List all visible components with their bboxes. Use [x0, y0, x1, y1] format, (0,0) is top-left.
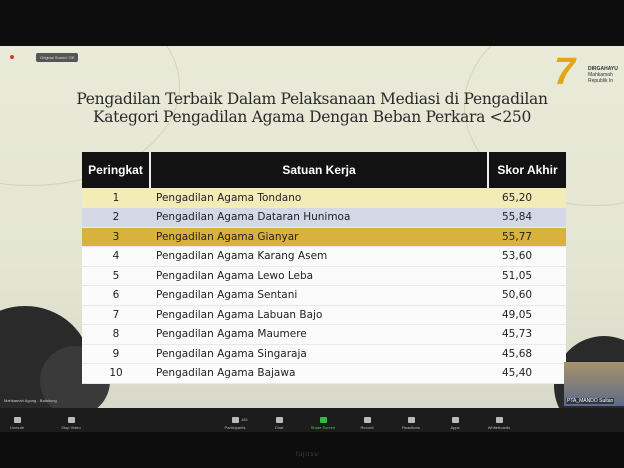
monitor-brand: fujitsu [296, 452, 319, 458]
score-cell: 55,77 [488, 227, 566, 247]
toolbar-label: Unmute [9, 425, 24, 430]
recording-indicator-icon [10, 55, 14, 59]
rank-cell: 7 [82, 305, 150, 325]
slide-title: Pengadilan Terbaik Dalam Pelaksanaan Med… [0, 90, 624, 126]
apps-icon [451, 417, 459, 423]
score-cell: 53,60 [488, 246, 566, 267]
title-line-1: Pengadilan Terbaik Dalam Pelaksanaan Med… [76, 90, 548, 108]
rank-cell: 1 [82, 188, 150, 208]
unit-cell: Pengadilan Agama Sentani [150, 285, 488, 306]
rank-cell: 5 [82, 266, 150, 286]
participants-button[interactable]: Participants 451 [220, 417, 250, 430]
whiteboards-button[interactable]: Whiteboards [484, 417, 514, 430]
table-row: 10 Pengadilan Agama Bajawa 45,40 [82, 363, 566, 384]
unit-cell: Pengadilan Agama Bajawa [150, 363, 488, 384]
rank-cell: 3 [82, 227, 150, 247]
unit-cell: Pengadilan Agama Singaraja [150, 344, 488, 364]
reactions-button[interactable]: Reactions [396, 417, 426, 430]
score-cell: 49,05 [488, 305, 566, 325]
score-cell: 55,84 [488, 207, 566, 228]
table-row: 4 Pengadilan Agama Karang Asem 53,60 [82, 246, 566, 267]
unit-cell: Pengadilan Agama Dataran Hunimoa [150, 207, 488, 228]
chat-button[interactable]: Chat [264, 417, 294, 430]
unit-cell: Pengadilan Agama Tondano [150, 188, 488, 208]
score-cell: 45,40 [488, 363, 566, 384]
record-button[interactable]: Record [352, 417, 382, 430]
header-satuan-kerja: Satuan Kerja [150, 152, 489, 188]
meeting-toolbar: Unmute Stop Video Participants 451 Chat Share… [0, 408, 624, 432]
toolbar-label: Apps [450, 425, 460, 430]
unit-cell: Pengadilan Agama Lewo Leba [150, 266, 488, 286]
table-row: 1 Pengadilan Agama Tondano 65,20 [82, 188, 566, 208]
self-name-label: Mahkamah Agung - Balairung [4, 398, 57, 403]
title-line-2: Kategori Pengadilan Agama Dengan Beban P… [92, 108, 532, 126]
header-peringkat: Peringkat [82, 152, 151, 188]
table-row: 6 Pengadilan Agama Sentani 50,60 [82, 285, 566, 306]
unit-cell: Pengadilan Agama Gianyar [150, 227, 488, 247]
table-row: 3 Pengadilan Agama Gianyar 55,77 [82, 227, 566, 247]
table-row: 5 Pengadilan Agama Lewo Leba 51,05 [82, 266, 566, 286]
stop-video-button[interactable]: Stop Video [56, 417, 86, 430]
score-cell: 65,20 [488, 188, 566, 208]
thumbnail-name: PTA_MANDO Sultan [566, 398, 615, 404]
record-icon [363, 417, 371, 423]
apps-button[interactable]: Apps [440, 417, 470, 430]
microphone-icon [13, 417, 21, 423]
toolbar-label: Participants [224, 425, 246, 430]
unit-cell: Pengadilan Agama Maumere [150, 324, 488, 345]
participants-icon [231, 417, 239, 423]
toolbar-label: Stop Video [61, 425, 81, 430]
score-cell: 50,60 [488, 285, 566, 306]
toolbar-label: Reactions [402, 425, 420, 430]
participant-thumbnail[interactable]: PTA_MANDO Sultan [564, 362, 624, 406]
table-row: 7 Pengadilan Agama Labuan Bajo 49,05 [82, 305, 566, 325]
toolbar-label: Chat [274, 425, 284, 430]
shared-screen: Original Sound: Off 7 DIRGAHAYU Mahkamah R… [0, 46, 624, 408]
anniversary-logo: 7 DIRGAHAYU Mahkamah Republik In [554, 51, 618, 93]
whiteboard-icon [495, 417, 503, 423]
ranking-table: Peringkat Satuan Kerja Skor Akhir 1 Penga… [82, 152, 566, 384]
table-row: 8 Pengadilan Agama Maumere 45,73 [82, 324, 566, 345]
score-cell: 51,05 [488, 266, 566, 286]
share-screen-icon [319, 417, 327, 423]
table-row: 2 Pengadilan Agama Dataran Hunimoa 55,84 [82, 207, 566, 228]
unit-cell: Pengadilan Agama Karang Asem [150, 246, 488, 267]
rank-cell: 8 [82, 324, 150, 345]
chat-icon [275, 417, 283, 423]
video-camera-icon [67, 417, 75, 423]
toolbar-label: Share Screen [310, 425, 336, 430]
unit-cell: Pengadilan Agama Labuan Bajo [150, 305, 488, 325]
rank-cell: 10 [82, 363, 150, 384]
score-cell: 45,73 [488, 324, 566, 345]
rank-cell: 9 [82, 344, 150, 364]
toolbar-label: Record [360, 425, 374, 430]
toolbar-label: Whiteboards [487, 425, 511, 430]
participant-count: 451 [241, 417, 248, 422]
header-skor-akhir: Skor Akhir [488, 152, 566, 188]
original-sound-button[interactable]: Original Sound: Off [36, 53, 78, 62]
share-screen-button[interactable]: Share Screen [308, 417, 338, 430]
unmute-button[interactable]: Unmute [2, 417, 32, 430]
rank-cell: 4 [82, 246, 150, 267]
table-row: 9 Pengadilan Agama Singaraja 45,68 [82, 344, 566, 364]
score-cell: 45,68 [488, 344, 566, 364]
rank-cell: 2 [82, 207, 150, 228]
rank-cell: 6 [82, 285, 150, 306]
reactions-icon [407, 417, 415, 423]
